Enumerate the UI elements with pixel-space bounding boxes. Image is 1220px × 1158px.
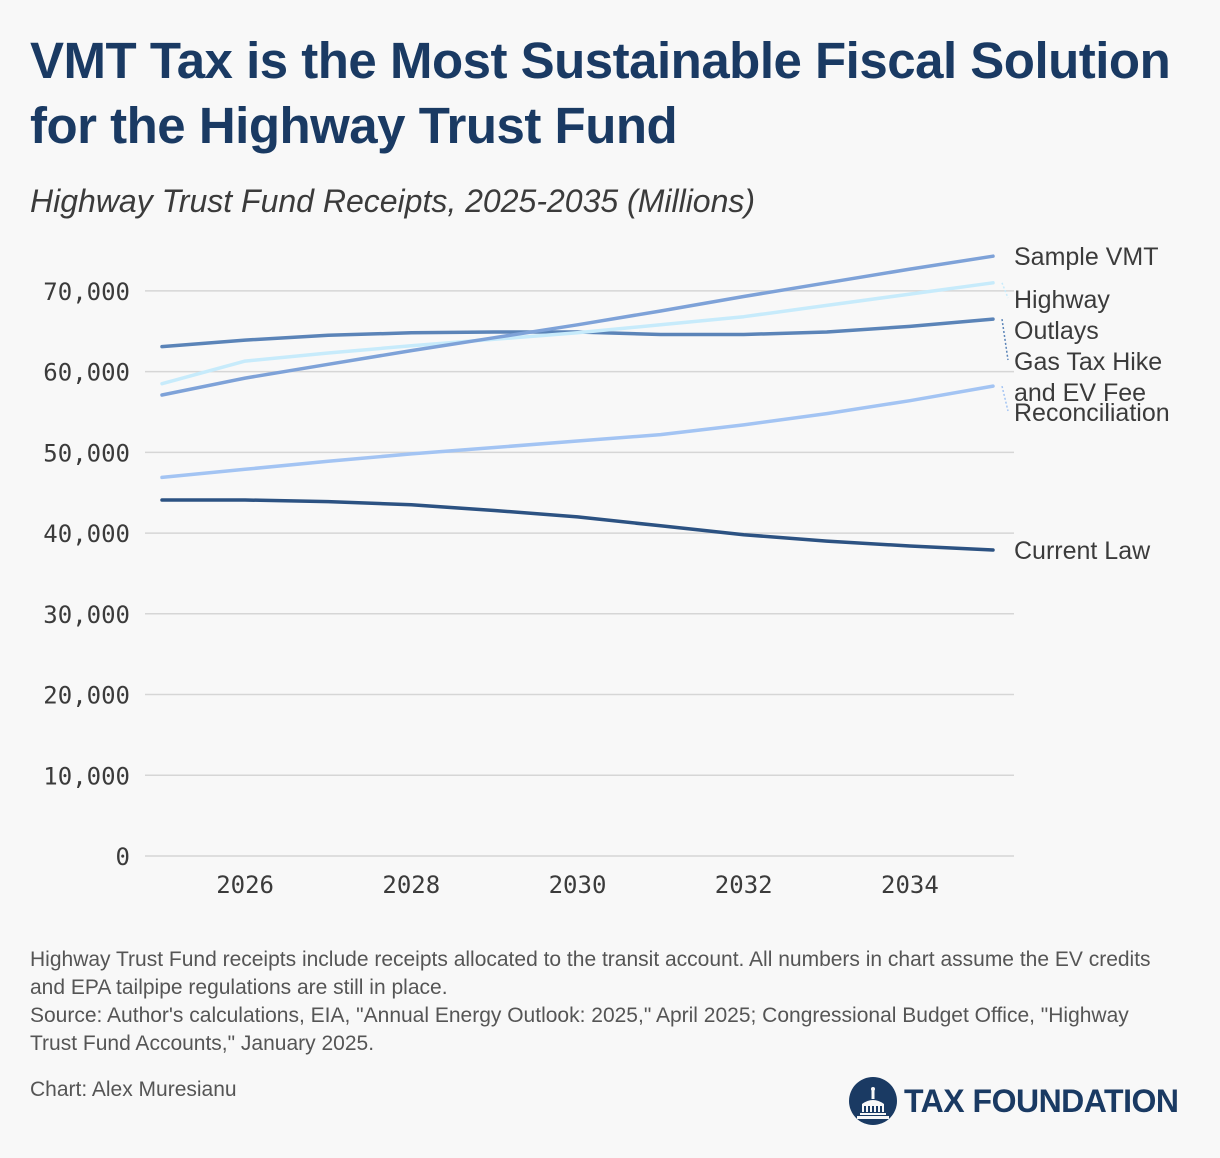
x-tick-label: 2030 xyxy=(549,871,607,899)
capitol-dome-icon xyxy=(849,1077,897,1125)
y-tick-label: 60,000 xyxy=(43,359,130,387)
series-label-text: Gas Tax Hike and EV Fee xyxy=(1014,348,1162,407)
y-tick-label: 30,000 xyxy=(43,601,130,629)
series-line xyxy=(160,384,995,480)
label-leader xyxy=(1001,282,1009,299)
x-axis-ticks: 2026 2028 2030 2032 2034 xyxy=(216,871,939,899)
series-label-text: Reconciliation xyxy=(1014,399,1170,427)
chart-credit: Chart: Alex Muresianu xyxy=(30,1078,237,1101)
x-tick-label: 2028 xyxy=(382,871,440,899)
label-leader xyxy=(1001,319,1009,361)
series-line xyxy=(160,281,995,386)
x-tick-label: 2032 xyxy=(715,871,773,899)
series-label-text: Current Law xyxy=(1014,537,1151,565)
series-label: Gas Tax Hike and EV Fee xyxy=(1001,319,1162,407)
y-tick-label: 0 xyxy=(116,843,130,871)
series-label: Current Law xyxy=(1014,537,1151,565)
series-label: Sample VMT xyxy=(1014,243,1158,271)
logo-text: TAX FOUNDATION xyxy=(904,1082,1179,1119)
chart-title: VMT Tax is the Most Sustainable Fiscal S… xyxy=(30,32,1171,154)
footnotes: Highway Trust Fund receipts include rece… xyxy=(30,946,1180,1058)
series-lines xyxy=(160,254,995,552)
series-line xyxy=(160,498,995,552)
y-tick-label: 20,000 xyxy=(43,682,130,710)
line-chart: 0 10,000 20,000 30,000 40,000 50,000 60,000 70,… xyxy=(43,243,1170,899)
y-tick-label: 50,000 xyxy=(43,439,130,467)
series-line xyxy=(160,254,995,397)
x-tick-label: 2026 xyxy=(216,871,274,899)
gridlines xyxy=(145,290,1014,857)
series-label: Reconciliation xyxy=(1001,385,1170,427)
series-label-text: Sample VMT xyxy=(1014,243,1158,271)
x-tick-label: 2034 xyxy=(881,871,939,899)
label-leader xyxy=(1001,385,1009,412)
y-tick-label: 70,000 xyxy=(43,278,130,306)
tax-foundation-logo[interactable]: TAX FOUNDATION xyxy=(848,1076,1179,1126)
chart-subtitle: Highway Trust Fund Receipts, 2025-2035 (… xyxy=(30,183,756,219)
series-label-text: Highway Outlays xyxy=(1014,286,1110,345)
y-tick-label: 10,000 xyxy=(43,762,130,790)
y-axis-ticks: 0 10,000 20,000 30,000 40,000 50,000 60,000 70,… xyxy=(43,278,130,871)
chart-source: Source: Author's calculations, EIA, "Ann… xyxy=(30,1004,1129,1055)
chart-note: Highway Trust Fund receipts include rece… xyxy=(30,948,1151,999)
series-label: Highway Outlays xyxy=(1001,282,1110,345)
y-tick-label: 40,000 xyxy=(43,520,130,548)
